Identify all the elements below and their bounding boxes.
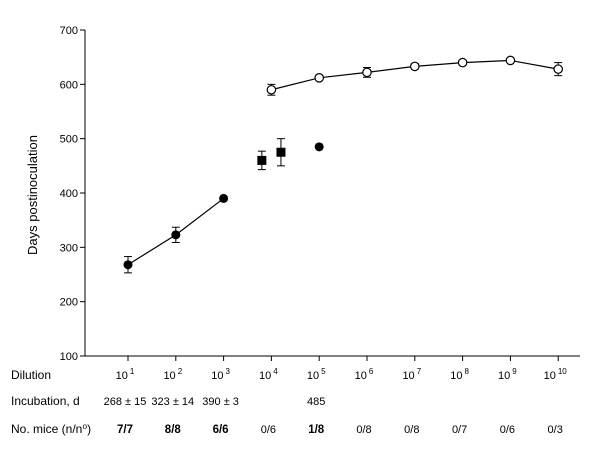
x-tick-label: 10 9 xyxy=(498,367,517,382)
axes: 100 200 300 400 500 600 700 10 1 10 2 10 3 10 4 10 5 10 6 1… xyxy=(60,25,580,382)
x-tick-label: 10 5 xyxy=(307,367,326,382)
table-cell: 0/8 xyxy=(404,424,419,436)
table-cell: 8/8 xyxy=(165,424,182,436)
data-point xyxy=(123,260,133,270)
y-tick-label: 300 xyxy=(60,242,78,254)
table-cell: 0/7 xyxy=(452,424,467,436)
table-cell: 1/8 xyxy=(308,424,325,436)
row-label: Dilution xyxy=(11,368,51,382)
x-tick-label: 10 1 xyxy=(116,367,135,382)
y-tick-label: 600 xyxy=(60,79,78,91)
data-point xyxy=(314,73,324,83)
data-point xyxy=(457,57,468,68)
data-table: Dilution Incubation, d 268 ± 15 323 ± 14 390… xyxy=(11,368,563,436)
data-point xyxy=(362,67,372,78)
data-point xyxy=(505,55,516,66)
table-cell: 485 xyxy=(307,396,325,408)
data-point xyxy=(219,193,229,203)
series-lines xyxy=(127,59,559,266)
table-cell: 0/6 xyxy=(500,424,515,436)
x-tick-label: 10 3 xyxy=(211,367,230,382)
table-cell: 268 ± 15 xyxy=(104,396,147,408)
y-tick-label: 700 xyxy=(60,25,78,37)
data-marks xyxy=(123,55,563,274)
row-label: Incubation, d xyxy=(11,394,80,408)
table-cell: 0/6 xyxy=(261,424,276,436)
table-cell: 6/6 xyxy=(213,424,229,436)
table-cell: 0/8 xyxy=(356,424,371,436)
data-point xyxy=(276,147,286,157)
x-tick-label: 10 10 xyxy=(544,367,568,382)
table-cell: 323 ± 14 xyxy=(151,396,194,408)
data-point xyxy=(314,142,324,152)
y-tick-label: 500 xyxy=(60,134,78,146)
data-point xyxy=(409,61,420,72)
x-tick-label: 10 6 xyxy=(355,367,374,382)
x-tick-label: 10 7 xyxy=(402,367,421,382)
table-cell: 0/3 xyxy=(548,424,563,436)
y-tick-label: 400 xyxy=(60,188,78,200)
x-tick-label: 10 4 xyxy=(259,367,278,382)
data-point xyxy=(257,155,267,165)
data-point xyxy=(553,64,563,74)
data-point xyxy=(171,230,181,240)
x-tick-label: 10 2 xyxy=(163,367,182,382)
row-label: No. mice (n/n⁰) xyxy=(11,422,91,436)
data-point xyxy=(266,84,277,95)
y-tick-label: 200 xyxy=(60,297,78,309)
x-tick-label: 10 8 xyxy=(450,367,469,382)
table-cell: 7/7 xyxy=(117,424,133,436)
table-cell: 390 ± 3 xyxy=(202,396,239,408)
y-axis-label: Days postinoculation xyxy=(25,135,40,255)
y-tick-label: 100 xyxy=(60,351,78,363)
